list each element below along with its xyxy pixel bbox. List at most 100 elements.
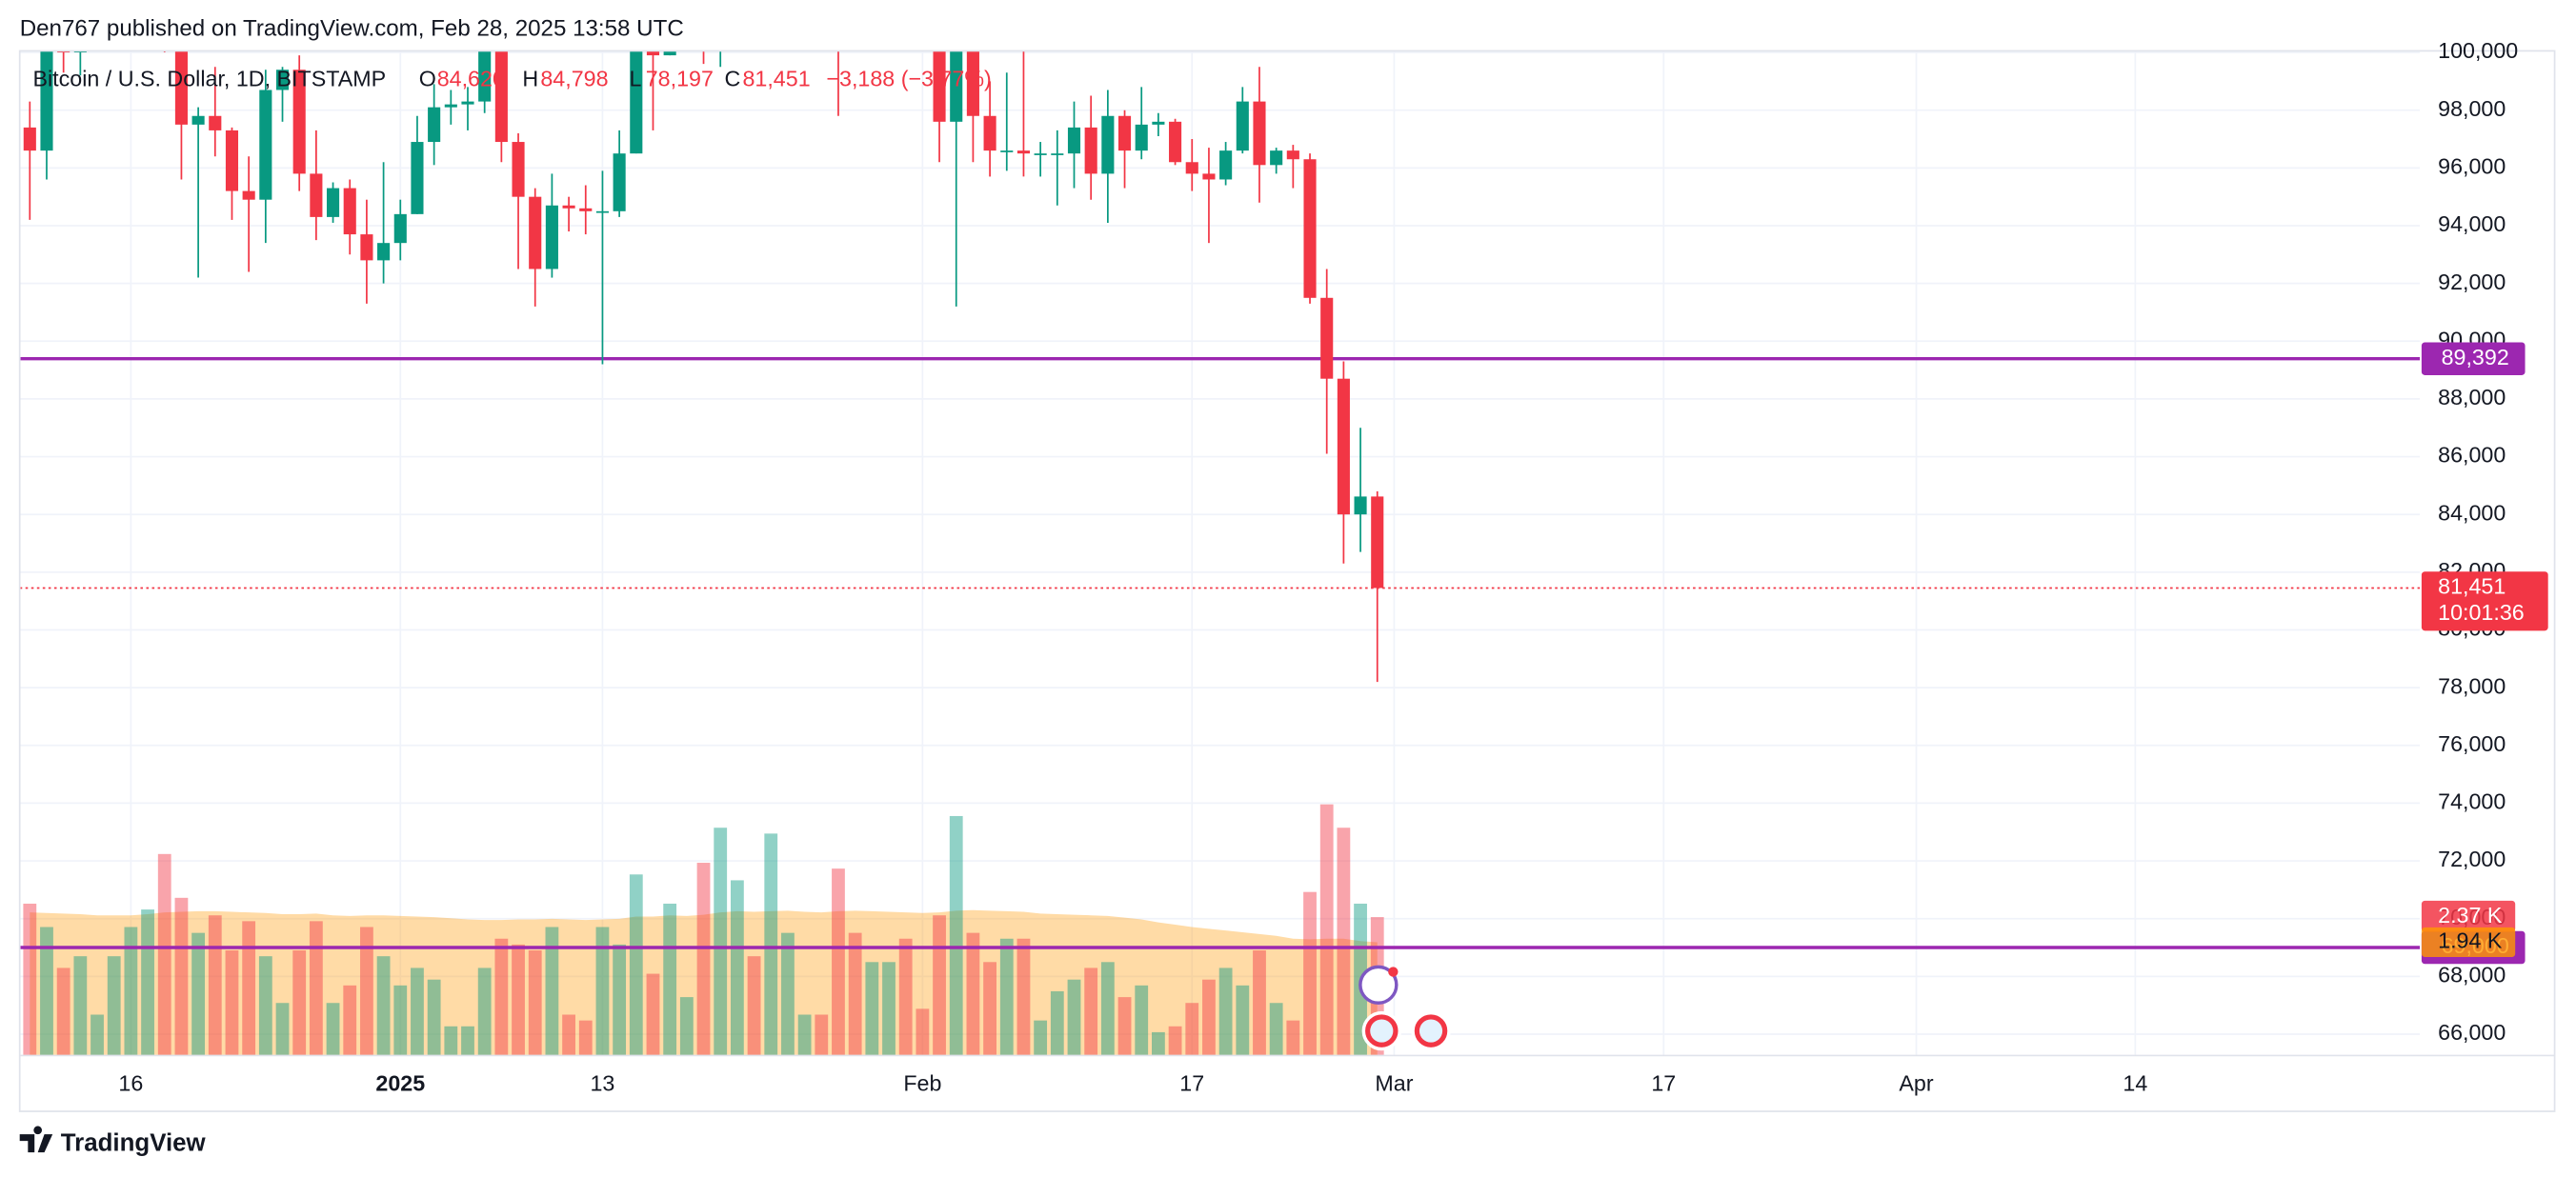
candle-body — [1219, 150, 1233, 180]
candle-body — [1051, 153, 1064, 155]
volume-bar — [781, 932, 795, 1056]
volume-bar — [999, 938, 1014, 1056]
volume-label-box — [2421, 900, 2516, 932]
candle-body — [40, 50, 53, 151]
volume-bar — [107, 956, 121, 1056]
candle-body — [191, 115, 205, 125]
volume-bar — [1319, 804, 1334, 1056]
y-tick-label: 92,000 — [2438, 269, 2506, 294]
volume-bar — [1050, 990, 1064, 1056]
legend-label: H — [522, 67, 538, 91]
candle-body — [630, 50, 643, 154]
volume-bar — [613, 944, 627, 1056]
volume-bar — [326, 1003, 340, 1056]
x-tick-label: Feb — [903, 1071, 941, 1096]
volume-bar — [1303, 891, 1317, 1056]
candle-body — [174, 50, 188, 125]
volume-bar — [494, 938, 509, 1056]
y-tick-label: 68,000 — [2438, 962, 2506, 987]
last-price-box — [2421, 571, 2548, 631]
frame — [18, 50, 2556, 1112]
y-tick-label: 100,000 — [2438, 38, 2518, 63]
legend: Bitcoin / U.S. Dollar, 1D, BITSTAMP O 84… — [32, 67, 991, 91]
y-tick-label: 86,000 — [2438, 443, 2506, 468]
volume-bar — [157, 853, 171, 1056]
legend-change: −3,188 (−3.77%) — [826, 67, 991, 91]
candle-body — [595, 210, 609, 213]
candle-body — [1202, 173, 1216, 180]
candle-body — [1320, 297, 1334, 379]
volume-bar — [949, 815, 963, 1056]
volume-bar — [258, 956, 272, 1056]
volume-bar — [444, 1026, 458, 1056]
candle-body — [343, 188, 356, 235]
volume-bar — [916, 1008, 930, 1056]
candle-body — [242, 190, 255, 200]
volume-bar — [1168, 1026, 1182, 1056]
candle-body — [1101, 115, 1115, 174]
volume-bar — [242, 921, 256, 1056]
hline-label: 89,392 — [2442, 345, 2509, 369]
last-price-label: 81,451 — [2438, 574, 2506, 599]
volume-bar — [393, 985, 408, 1056]
legend-label: C — [725, 67, 741, 91]
candle-body — [478, 50, 492, 102]
volume-bar — [191, 932, 206, 1056]
y-tick-label: 78,000 — [2438, 673, 2506, 698]
volume-bar — [512, 944, 525, 1056]
volume-bar — [933, 915, 946, 1056]
volume-bar — [1253, 950, 1266, 1056]
volume-bar — [815, 1014, 829, 1056]
x-tick-label: 14 — [2123, 1071, 2147, 1096]
volume-bar — [1202, 979, 1216, 1056]
volume-bar — [966, 932, 980, 1056]
logo-mark — [19, 1126, 53, 1153]
candle-body — [428, 107, 441, 143]
volume-ma-label: 1.94 K — [2438, 928, 2503, 953]
candle-body — [529, 196, 542, 269]
volume-bar — [1135, 985, 1149, 1056]
flag-icon — [1370, 1019, 1394, 1043]
volume-label: 2.37 K — [2438, 903, 2503, 928]
volume-bar — [578, 1020, 593, 1056]
y-tick-label: 94,000 — [2438, 211, 2506, 236]
candle-body — [360, 234, 373, 261]
candle-body — [663, 50, 676, 56]
x-tick-label: 2025 — [375, 1071, 425, 1096]
volume-bar — [309, 921, 323, 1056]
hline-label-box — [2421, 342, 2526, 375]
volume-bar — [23, 903, 37, 1056]
x-tick-label: 17 — [1179, 1071, 1204, 1096]
volume-bar — [461, 1026, 474, 1056]
candle-body — [613, 153, 626, 211]
volume-bar — [1269, 1003, 1283, 1056]
volume-bar — [91, 1014, 104, 1056]
volume-bar — [696, 863, 711, 1056]
volume-bar — [124, 927, 138, 1056]
candle-body — [1000, 150, 1014, 152]
volume-bar — [1236, 985, 1250, 1056]
y-tick-label: 74,000 — [2438, 789, 2506, 814]
y-tick-label: 76,000 — [2438, 731, 2506, 756]
legend-label: L — [629, 67, 641, 91]
candle-body — [512, 142, 525, 197]
event-icon[interactable] — [1358, 965, 1399, 1005]
candle-body — [393, 213, 407, 244]
volume-bar — [848, 932, 862, 1056]
candle-body — [1117, 115, 1132, 151]
volume-bar — [376, 956, 391, 1056]
volume-bar — [275, 1003, 290, 1056]
y-tick-label: 88,000 — [2438, 385, 2506, 409]
candle-body — [646, 50, 660, 56]
candle-body — [1371, 496, 1384, 588]
volume-bar — [714, 828, 728, 1056]
candle-body — [545, 205, 558, 269]
volume-bar — [56, 968, 70, 1056]
candle-body — [562, 205, 575, 209]
legend-value: 84,798 — [540, 67, 608, 91]
flag-icon — [1419, 1019, 1443, 1043]
candle-layer — [23, 50, 1384, 683]
candle-body — [494, 50, 508, 143]
x-tick-label: 16 — [118, 1071, 143, 1096]
